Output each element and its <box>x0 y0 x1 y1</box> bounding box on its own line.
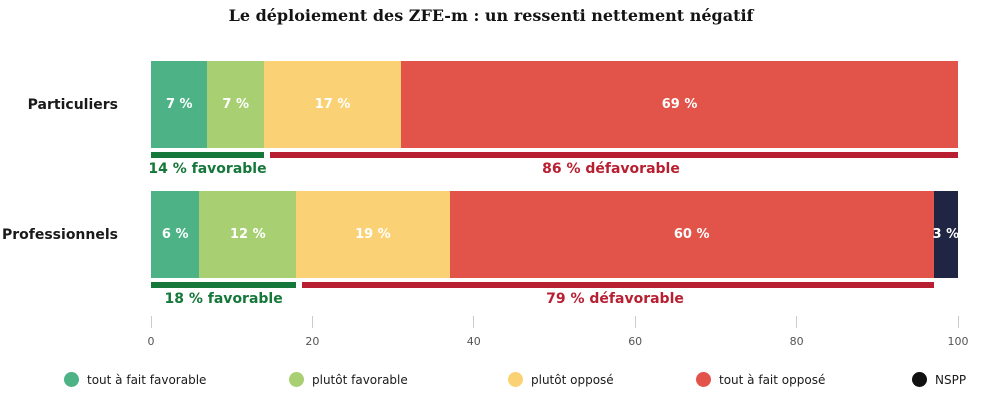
favorable-underline <box>151 152 264 158</box>
legend-item-tout-a-fait-oppose: tout à fait opposé <box>696 372 825 387</box>
summary-underline-row <box>151 152 958 158</box>
favorable-underline <box>151 282 297 288</box>
row-label-particuliers: Particuliers <box>27 96 118 113</box>
row-label-professionnels: Professionnels <box>1 226 118 243</box>
axis-tick-label: 100 <box>947 335 969 348</box>
summary-underline-row <box>151 282 958 288</box>
segment-value-label: 12 % <box>229 227 266 242</box>
segment-value-label: 7 % <box>165 97 193 112</box>
legend-label: plutôt opposé <box>531 372 614 387</box>
axis-tick <box>150 316 152 328</box>
bar-segment-tout-a-fait-oppose: 60 % <box>449 191 934 278</box>
legend-item-plutot-oppose: plutôt opposé <box>508 372 614 387</box>
bar-segment-nspp: 3 % <box>932 191 960 278</box>
bar-segment-tout-a-fait-oppose: 69 % <box>401 61 958 148</box>
chart-title: Le déploiement des ZFE-m : un ressenti n… <box>228 6 754 25</box>
legend-item-nspp: NSPP <box>912 372 966 387</box>
legend-item-tout-a-fait-favorable: tout à fait favorable <box>64 372 206 387</box>
legend-dot <box>912 372 927 387</box>
axis-tick <box>957 316 959 328</box>
defavorable-underline <box>269 152 958 158</box>
segment-value-label: 7 % <box>222 97 250 112</box>
legend-label: plutôt favorable <box>312 372 408 387</box>
legend-label: tout à fait opposé <box>719 372 826 387</box>
legend-label: NSPP <box>935 372 967 387</box>
defavorable-annotation: 79 % défavorable <box>546 291 684 307</box>
bar-track-professionnels: 6 % 12 % 19 % 60 % 3 % <box>151 191 960 278</box>
segment-value-label: 3 % <box>932 227 960 242</box>
bar-segment-plutot-favorable: 7 % <box>207 61 264 148</box>
axis-tick-label: 80 <box>789 335 804 348</box>
segment-value-label: 17 % <box>314 97 351 112</box>
segment-value-label: 19 % <box>355 227 391 242</box>
defavorable-underline <box>302 282 934 288</box>
axis-tick-label: 40 <box>466 335 481 348</box>
axis-tick <box>311 316 313 328</box>
bar-segment-tout-a-fait-favorable: 6 % <box>151 191 200 278</box>
segment-value-label: 69 % <box>661 97 698 112</box>
axis-tick <box>796 316 798 328</box>
x-axis: 0 20 40 60 80 100 <box>147 316 969 360</box>
bar-segment-tout-a-fait-favorable: 7 % <box>151 61 208 148</box>
axis-tick <box>634 316 636 328</box>
bar-segment-plutot-favorable: 12 % <box>199 191 297 278</box>
segment-value-label: 6 % <box>161 227 189 242</box>
legend-dot <box>289 372 304 387</box>
axis-tick-label: 0 <box>147 335 155 348</box>
bar-segment-plutot-oppose: 17 % <box>263 61 402 148</box>
favorable-annotation: 14 % favorable <box>148 161 267 177</box>
bar-segment-plutot-oppose: 19 % <box>296 191 450 278</box>
summary-annotation-row: 14 % favorable 86 % défavorable <box>148 161 958 181</box>
legend-dot <box>64 372 79 387</box>
favorable-annotation: 18 % favorable <box>164 291 283 307</box>
legend-dot <box>508 372 523 387</box>
legend-dot <box>696 372 711 387</box>
segment-value-label: 60 % <box>673 227 710 242</box>
axis-tick-label: 20 <box>305 335 320 348</box>
legend-item-plutot-favorable: plutôt favorable <box>289 372 408 387</box>
summary-annotation-row: 18 % favorable 79 % défavorable <box>151 291 958 311</box>
defavorable-annotation: 86 % défavorable <box>542 161 680 177</box>
axis-tick <box>473 316 475 328</box>
bar-track-particuliers: 7 % 7 % 17 % 69 % <box>151 61 958 148</box>
axis-tick-label: 60 <box>628 335 643 348</box>
legend-label: tout à fait favorable <box>87 372 207 387</box>
